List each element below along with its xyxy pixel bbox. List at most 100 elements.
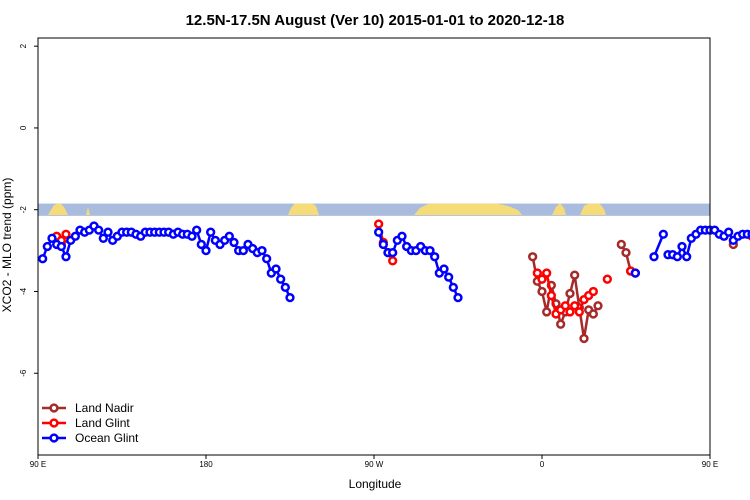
data-point-ocean-glint bbox=[276, 274, 286, 284]
data-point-ocean-glint bbox=[262, 254, 272, 264]
legend-marker bbox=[49, 433, 59, 443]
y-tick-label: -6 bbox=[19, 369, 28, 377]
series-ocean-glint bbox=[38, 221, 750, 303]
data-point-land-glint bbox=[602, 274, 612, 284]
land-ocean-strip bbox=[38, 203, 710, 216]
y-tick-label: 2 bbox=[19, 43, 28, 48]
data-point-ocean-glint bbox=[280, 282, 290, 293]
land-area bbox=[288, 203, 319, 215]
data-point-ocean-glint bbox=[430, 252, 440, 262]
data-point-land-glint bbox=[61, 229, 71, 239]
data-point-ocean-glint bbox=[103, 227, 113, 237]
data-point-land-nadir bbox=[593, 301, 603, 311]
data-point-ocean-glint bbox=[672, 252, 682, 262]
x-tick-label: 90 W bbox=[365, 460, 384, 469]
plot-frame bbox=[37, 37, 711, 456]
data-point-ocean-glint bbox=[98, 233, 108, 243]
data-point-ocean-glint bbox=[38, 254, 48, 264]
data-point-ocean-glint bbox=[378, 239, 388, 250]
data-point-land-nadir bbox=[556, 319, 566, 329]
series-layer bbox=[38, 219, 750, 344]
x-tick-label: 180 bbox=[199, 460, 213, 469]
data-point-land-nadir bbox=[565, 288, 575, 299]
data-point-land-nadir bbox=[621, 247, 631, 258]
y-tick-label: -4 bbox=[19, 287, 28, 295]
data-point-land-glint bbox=[388, 256, 398, 266]
data-point-ocean-glint bbox=[206, 227, 216, 237]
y-axis-label: XCO2 - MLO trend (ppm) bbox=[0, 178, 14, 313]
data-point-ocean-glint bbox=[61, 252, 71, 262]
data-point-ocean-glint bbox=[47, 233, 57, 243]
legend-item-ocean-glint: Ocean Glint bbox=[42, 431, 139, 445]
data-point-ocean-glint bbox=[238, 245, 248, 256]
x-axis-label: Longitude bbox=[349, 477, 402, 491]
data-point-ocean-glint bbox=[70, 231, 80, 241]
data-point-ocean-glint bbox=[285, 292, 295, 303]
data-point-land-glint bbox=[374, 219, 384, 229]
data-point-land-nadir bbox=[537, 286, 547, 297]
data-point-ocean-glint bbox=[196, 239, 206, 250]
data-point-land-glint bbox=[588, 286, 598, 297]
chart-title: 12.5N-17.5N August (Ver 10) 2015-01-01 t… bbox=[186, 12, 565, 29]
legend-marker bbox=[49, 403, 59, 413]
data-point-ocean-glint bbox=[257, 245, 267, 256]
x-tick-label: 0 bbox=[540, 460, 545, 469]
data-point-land-nadir bbox=[570, 270, 580, 280]
data-point-ocean-glint bbox=[224, 231, 234, 241]
land-area bbox=[580, 203, 606, 215]
land-area bbox=[86, 207, 90, 215]
legend-label: Ocean Glint bbox=[75, 431, 139, 445]
y-tick-label: -2 bbox=[19, 206, 28, 214]
data-point-land-nadir bbox=[616, 239, 626, 250]
land-area bbox=[552, 203, 566, 215]
data-point-ocean-glint bbox=[425, 245, 435, 256]
data-point-land-glint bbox=[574, 307, 584, 317]
data-point-ocean-glint bbox=[374, 227, 384, 237]
data-point-ocean-glint bbox=[677, 241, 687, 252]
data-point-ocean-glint bbox=[682, 252, 692, 262]
data-point-ocean-glint bbox=[388, 247, 398, 258]
data-point-land-glint bbox=[542, 268, 552, 278]
data-point-ocean-glint bbox=[94, 225, 104, 235]
data-point-ocean-glint bbox=[192, 225, 202, 235]
data-point-land-nadir bbox=[579, 333, 589, 344]
data-point-land-glint bbox=[532, 268, 542, 278]
land-area bbox=[48, 203, 68, 215]
legend-marker bbox=[49, 418, 59, 428]
legend-item-land-nadir: Land Nadir bbox=[42, 401, 134, 415]
data-point-land-glint bbox=[570, 301, 580, 311]
data-point-ocean-glint bbox=[444, 272, 454, 282]
axes: 2 0 -2 -4 -6 90 E 180 90 W 0 90 E bbox=[19, 37, 718, 469]
data-point-land-glint bbox=[565, 307, 575, 317]
data-point-land-nadir bbox=[528, 252, 538, 262]
legend-label: Land Nadir bbox=[75, 401, 134, 415]
data-point-ocean-glint bbox=[187, 231, 197, 241]
x-tick-label: 90 E bbox=[30, 460, 46, 469]
data-point-land-nadir bbox=[588, 309, 598, 319]
x-tick-label: 90 E bbox=[702, 460, 718, 469]
ocean-band bbox=[38, 203, 710, 216]
data-point-ocean-glint bbox=[724, 227, 734, 237]
data-point-ocean-glint bbox=[649, 252, 659, 262]
data-point-ocean-glint bbox=[42, 241, 52, 252]
data-point-ocean-glint bbox=[229, 237, 239, 248]
data-point-ocean-glint bbox=[271, 264, 281, 274]
data-point-land-nadir bbox=[542, 307, 552, 317]
land-area bbox=[414, 203, 522, 215]
data-point-ocean-glint bbox=[397, 231, 407, 241]
data-point-land-glint bbox=[546, 290, 556, 301]
data-point-ocean-glint bbox=[56, 241, 66, 252]
data-point-ocean-glint bbox=[448, 282, 458, 293]
data-point-ocean-glint bbox=[658, 229, 668, 239]
legend-item-land-glint: Land Glint bbox=[42, 416, 130, 430]
data-point-ocean-glint bbox=[439, 264, 449, 274]
y-tick-label: 0 bbox=[19, 125, 28, 130]
data-point-ocean-glint bbox=[630, 268, 640, 278]
data-point-land-glint bbox=[560, 301, 570, 311]
land-areas bbox=[48, 203, 606, 215]
data-point-ocean-glint bbox=[201, 245, 211, 256]
legend-label: Land Glint bbox=[75, 416, 130, 430]
data-point-ocean-glint bbox=[453, 292, 463, 303]
